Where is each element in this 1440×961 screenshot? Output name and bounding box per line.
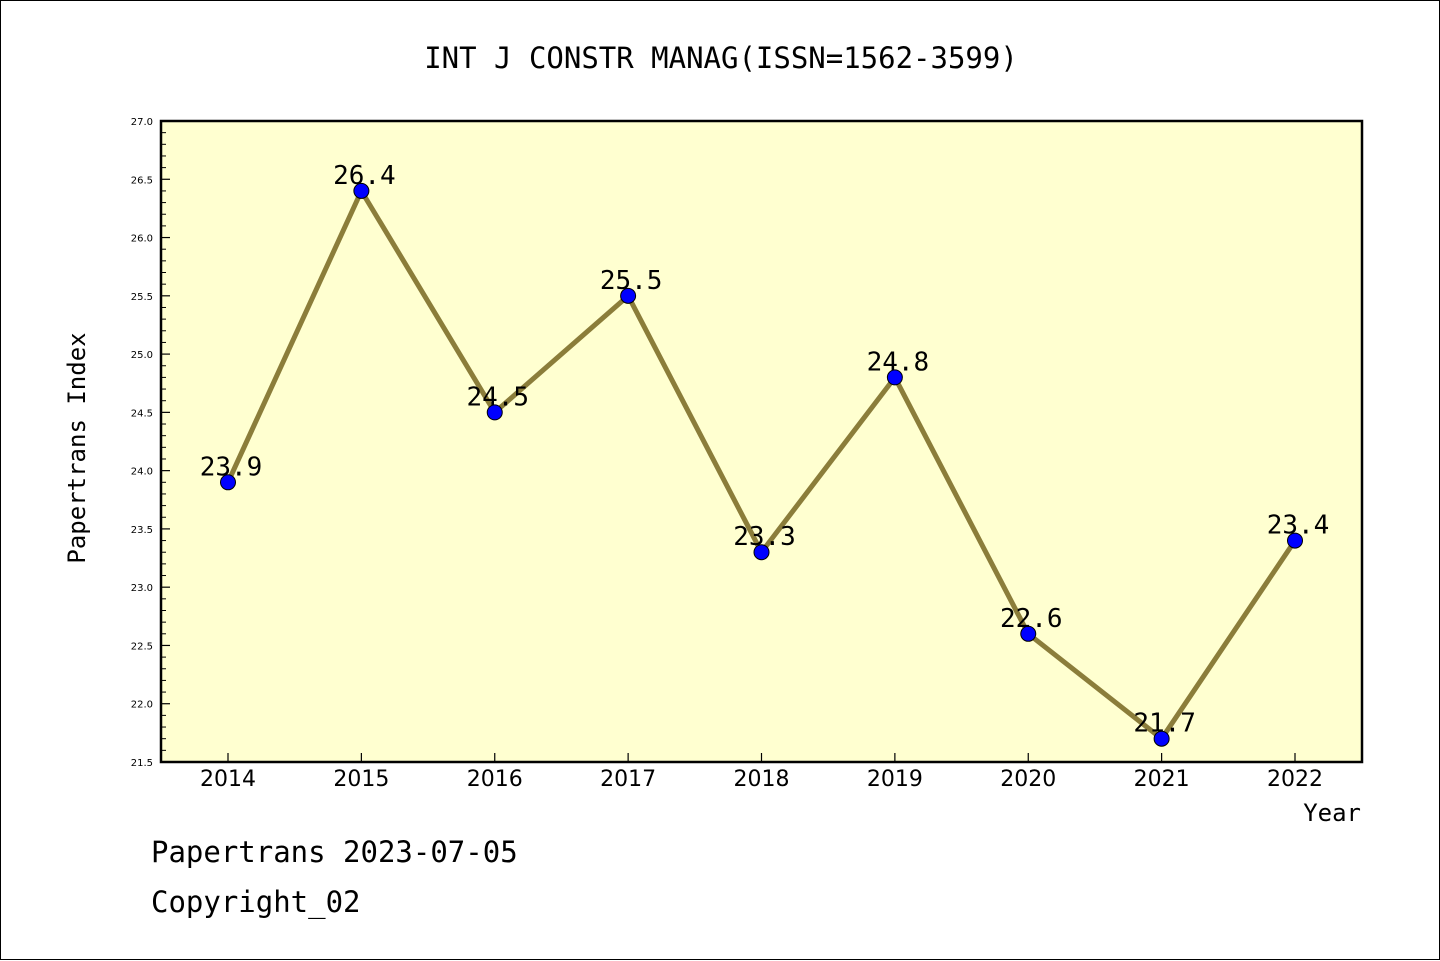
data-point <box>1153 730 1170 747</box>
data-label: 25.5 <box>600 266 663 296</box>
y-tick-label: 26.0 <box>131 234 153 245</box>
data-point <box>1020 625 1037 642</box>
y-tick-label: 27.0 <box>131 117 153 128</box>
x-tick-label: 2018 <box>734 767 790 792</box>
data-label: 22.6 <box>1000 604 1063 634</box>
data-point <box>753 544 770 561</box>
x-tick-label: 2016 <box>467 767 523 792</box>
y-tick-label: 22.5 <box>131 641 153 652</box>
y-axis: 21.5 22.0 22.5 23.0 23.5 24.0 24.5 25.0 25.5 26.0… <box>131 117 170 769</box>
data-point <box>486 404 503 421</box>
data-point <box>620 287 637 304</box>
data-label: 24.5 <box>466 382 529 412</box>
footer-copyright: Copyright_02 <box>151 885 361 919</box>
data-label: 23.9 <box>200 452 263 482</box>
y-tick-label: 24.5 <box>131 408 153 419</box>
data-label: 24.8 <box>867 347 930 377</box>
data-label: 23.4 <box>1267 511 1330 541</box>
y-tick-label: 23.0 <box>131 583 153 594</box>
data-point <box>353 182 370 199</box>
data-label-group: 23.9 26.4 24.5 25.5 23.3 24.8 22.6 21.7 23.4 <box>200 161 1330 739</box>
x-axis: 2014 2015 2016 2017 2018 2019 2020 2021 2022 <box>200 753 1323 792</box>
data-label: 26.4 <box>333 161 396 191</box>
data-point <box>220 474 236 491</box>
series-group <box>220 182 1303 747</box>
x-tick-label: 2014 <box>200 767 256 792</box>
y-tick-label: 22.0 <box>131 700 153 711</box>
y-tick-label: 24.0 <box>131 467 153 478</box>
x-tick-label: 2020 <box>1000 767 1056 792</box>
plot-area <box>159 119 1364 764</box>
data-point <box>886 369 903 386</box>
data-point <box>1287 532 1303 549</box>
y-tick-label: 26.5 <box>131 175 153 186</box>
y-axis-label: Papertrans Index <box>63 332 91 563</box>
chart-title: INT J CONSTR MANAG(ISSN=1562-3599) <box>424 41 1018 75</box>
y-tick-label: 25.0 <box>131 350 153 361</box>
data-label: 23.3 <box>733 522 796 552</box>
x-tick-label: 2017 <box>600 767 656 792</box>
x-axis-label: Year <box>1303 799 1361 827</box>
x-tick-label: 2021 <box>1134 767 1190 792</box>
x-tick-label: 2019 <box>867 767 923 792</box>
x-tick-label: 2022 <box>1267 767 1323 792</box>
x-tick-label: 2015 <box>333 767 389 792</box>
y-tick-label: 23.5 <box>131 525 153 536</box>
data-label: 21.7 <box>1133 709 1196 739</box>
footer-date: Papertrans 2023-07-05 <box>151 835 518 869</box>
y-tick-label: 21.5 <box>131 758 153 769</box>
y-tick-label: 25.5 <box>131 292 153 303</box>
